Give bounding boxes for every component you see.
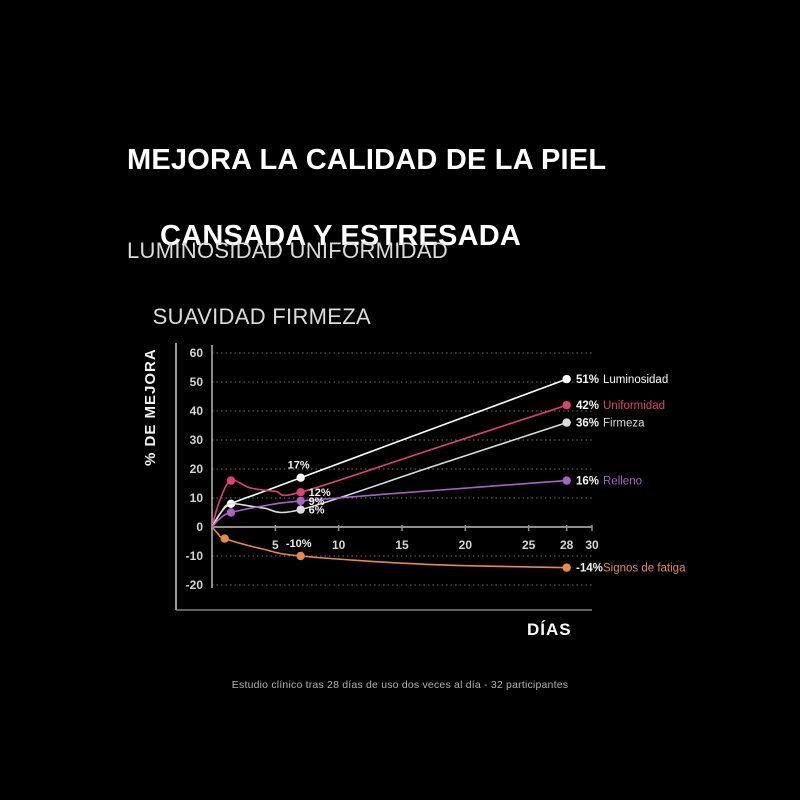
series-line-relleno <box>211 479 568 528</box>
series-line-signos-de-fatiga <box>211 526 568 569</box>
y-tick-label: 30 <box>190 433 204 447</box>
data-point-luminosidad <box>562 374 571 384</box>
subtitle-line-2: SUAVIDAD FIRMEZA <box>152 304 371 329</box>
point-label-firmeza: 6% <box>309 505 325 517</box>
series-line-uniformidad <box>211 404 568 528</box>
chart-point-labels: 17% 12% 6%9% -10% <box>286 460 331 550</box>
footnote: Estudio clínico tras 28 días de uso dos … <box>231 679 569 691</box>
data-point-firmeza <box>296 505 305 514</box>
legend-value-relleno: 16% <box>576 476 599 488</box>
legend-value-signos-de-fatiga: -14% <box>576 563 603 575</box>
series-line-luminosidad <box>211 378 568 528</box>
data-point-uniformidad <box>226 476 236 485</box>
chart-series <box>211 374 571 572</box>
legend-value-firmeza: 36% <box>576 418 599 430</box>
legend-name-signos-de-fatiga: Signos de fatiga <box>603 563 686 575</box>
data-point-relleno <box>296 496 305 506</box>
data-point-uniformidad <box>562 401 571 410</box>
y-tick-label: 0 <box>196 520 203 534</box>
page-title: MEJORA LA CALIDAD DE LA PIEL CANSADA Y E… <box>127 141 606 255</box>
x-tick-label: 28 <box>560 538 574 552</box>
data-point-signos-de-fatiga <box>562 563 571 572</box>
chart-tick-labels: 60 50 40 30 20 10 0 -10 -20 5 10 15 20 25 28 30 <box>186 346 599 592</box>
page-subtitle: LUMINOSIDAD UNIFORMIDAD SUAVIDAD FIRMEZA <box>127 234 448 333</box>
data-point-relleno <box>226 508 236 517</box>
legend-value-uniformidad: 42% <box>576 400 599 412</box>
title-line-1: MEJORA LA CALIDAD DE LA PIEL <box>127 144 607 176</box>
point-label-signos-de-fatiga: -10% <box>286 538 312 550</box>
x-axis-title: DÍAS <box>527 620 572 639</box>
x-tick-label: 10 <box>332 538 346 552</box>
y-tick-label: 10 <box>190 491 204 505</box>
data-point-uniformidad <box>296 488 305 497</box>
chart-axes <box>211 345 593 588</box>
y-tick-label: 40 <box>190 404 204 418</box>
point-label-luminosidad: 17% <box>288 460 310 472</box>
data-point-firmeza <box>562 418 571 427</box>
y-tick-label: 60 <box>190 346 204 360</box>
point-label-uniformidad: 12% <box>309 487 331 499</box>
data-point-luminosidad <box>296 473 305 482</box>
series-line-firmeza <box>211 421 568 528</box>
x-tick-label: 15 <box>395 538 409 552</box>
data-point-signos-de-fatiga <box>220 534 229 543</box>
x-tick-label: 30 <box>585 538 599 552</box>
data-point-signos-de-fatiga <box>296 551 305 561</box>
y-tick-label: -20 <box>186 578 204 592</box>
legend-name-relleno: Relleno <box>603 476 642 488</box>
y-tick-label: -10 <box>186 549 204 563</box>
legend-name-firmeza: Firmeza <box>603 418 645 430</box>
legend-name-luminosidad: Luminosidad <box>603 374 668 386</box>
y-tick-label: 20 <box>190 462 204 476</box>
data-point-relleno <box>562 476 571 485</box>
chart-frame <box>175 343 592 611</box>
point-label-relleno: 9% <box>309 496 325 508</box>
legend-value-luminosidad: 51% <box>576 374 599 386</box>
title-line-2: CANSADA Y ESTRESADA <box>160 220 522 252</box>
x-tick-label: 5 <box>272 538 279 552</box>
chart-legend: 51% Luminosidad 42% Uniformidad 36% Firmeza 16… <box>576 374 686 574</box>
legend-name-uniformidad: Uniformidad <box>603 400 665 412</box>
x-tick-label: 25 <box>522 538 536 552</box>
subtitle-line-1: LUMINOSIDAD UNIFORMIDAD <box>127 238 449 263</box>
y-tick-label: 50 <box>190 375 204 389</box>
x-tick-label: 20 <box>459 538 473 552</box>
